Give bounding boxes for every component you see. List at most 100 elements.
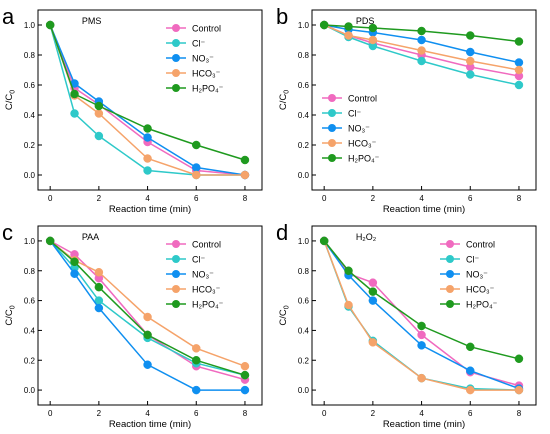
x-tick-label: 2 xyxy=(371,194,376,203)
legend-label: H₂PO₄⁻ xyxy=(348,154,380,164)
y-tick-label: 0.6 xyxy=(298,81,310,90)
series-line xyxy=(323,240,520,360)
data-point xyxy=(143,330,152,340)
data-point xyxy=(344,31,353,40)
panel-title: H₂O₂ xyxy=(356,232,377,242)
panel-b: 0 2 4 6 8 0.0 0.2 0.4 0.6 0.8 1.0 Reaction time (mi… xyxy=(276,4,537,215)
y-tick-label: 0.8 xyxy=(24,51,36,60)
legend-label: NO₃⁻ xyxy=(348,124,370,134)
legend-swatch-marker xyxy=(172,39,180,47)
data-point xyxy=(240,170,250,180)
panel-a: 0 2 4 6 8 0.0 0.2 0.4 0.6 0.8 1.0 Reaction time (mi… xyxy=(2,4,263,215)
x-tick-label: 6 xyxy=(468,409,473,418)
data-point xyxy=(192,170,201,180)
legend-item: H₂PO₄⁻ xyxy=(322,154,380,164)
data-point xyxy=(417,330,426,340)
data-point xyxy=(192,163,201,172)
legend-item: Control xyxy=(166,24,221,34)
data-point xyxy=(466,385,475,395)
data-point xyxy=(192,344,201,353)
y-tick-label: 0.4 xyxy=(24,111,36,120)
legend-label: Cl⁻ xyxy=(348,109,361,119)
y-tick-label: 0.4 xyxy=(298,111,310,120)
x-tick-label: 0 xyxy=(48,409,53,418)
data-point xyxy=(240,155,250,165)
y-tick-label: 0.8 xyxy=(24,267,36,276)
legend-item: H₂PO₄⁻ xyxy=(166,300,224,310)
legend-item: HCO₃⁻ xyxy=(322,139,377,149)
x-tick-label: 2 xyxy=(371,409,376,418)
data-point xyxy=(143,133,152,142)
y-tick-label: 0.2 xyxy=(298,141,310,150)
data-point xyxy=(94,131,104,141)
legend-label: H₂PO₄⁻ xyxy=(192,300,224,310)
legend-item: Cl⁻ xyxy=(166,255,205,265)
legend-label: Control xyxy=(348,94,377,104)
legend-swatch-marker xyxy=(446,285,454,293)
legend-label: H₂PO₄⁻ xyxy=(466,300,498,310)
x-tick-label: 0 xyxy=(322,194,327,203)
legend-swatch-marker xyxy=(328,94,336,102)
y-tick-label: 1.0 xyxy=(298,21,310,30)
series-line xyxy=(49,240,246,376)
data-point xyxy=(466,70,475,79)
x-tick-label: 2 xyxy=(97,194,102,203)
legend-label: HCO₃⁻ xyxy=(348,139,377,149)
y-tick-label: 0.4 xyxy=(24,326,36,335)
x-axis-label: Reaction time (min) xyxy=(109,419,191,430)
legend-label: Control xyxy=(466,240,495,250)
x-tick-label: 8 xyxy=(517,194,522,203)
legend-swatch-marker xyxy=(172,54,180,62)
y-tick-label: 0.6 xyxy=(24,297,36,306)
legend-label: HCO₃⁻ xyxy=(192,69,221,79)
y-axis-label: C/C0 xyxy=(4,90,17,110)
legend-swatch-marker xyxy=(172,240,180,248)
data-point xyxy=(143,124,152,133)
legend: Control Cl⁻ NO₃⁻ HCO₃⁻ H₂PO₄⁻ xyxy=(322,94,380,164)
data-point xyxy=(70,89,79,99)
series-line xyxy=(49,240,246,381)
panel-letter: d xyxy=(276,220,288,245)
panel-letter: b xyxy=(276,4,288,29)
data-point xyxy=(143,360,152,369)
legend-item: Control xyxy=(166,240,221,250)
legend-item: NO₃⁻ xyxy=(166,270,214,280)
data-point xyxy=(417,46,426,55)
data-point xyxy=(192,385,201,395)
panel-title: PAA xyxy=(82,232,99,242)
y-tick-label: 0.2 xyxy=(24,141,36,150)
legend-swatch-marker xyxy=(328,109,336,117)
data-point xyxy=(466,366,475,375)
y-tick-label: 0.8 xyxy=(298,267,310,276)
data-point xyxy=(514,385,524,395)
legend-item: Control xyxy=(440,240,495,250)
data-point xyxy=(319,236,329,246)
legend-item: Control xyxy=(322,94,377,104)
data-point xyxy=(417,56,426,66)
plot-frame xyxy=(311,225,537,406)
legend-item: H₂PO₄⁻ xyxy=(440,300,498,310)
series-line xyxy=(49,24,245,176)
data-point xyxy=(192,140,201,150)
y-tick-label: 0.6 xyxy=(298,297,310,306)
panel-c: 0 2 4 6 8 0.0 0.2 0.4 0.6 0.8 1.0 Reaction time (mi… xyxy=(2,220,263,430)
series-line xyxy=(49,24,246,176)
legend-item: NO₃⁻ xyxy=(440,270,488,280)
data-point xyxy=(368,296,378,305)
legend-swatch-marker xyxy=(446,270,454,278)
data-point xyxy=(94,303,104,313)
legend-swatch-marker xyxy=(446,255,454,263)
series-line xyxy=(323,240,519,391)
legend-swatch-marker xyxy=(446,300,454,308)
data-point xyxy=(344,266,353,275)
legend-swatch-marker xyxy=(172,69,180,77)
data-point xyxy=(240,385,250,395)
legend-label: Cl⁻ xyxy=(466,255,479,265)
x-axis-label: Reaction time (min) xyxy=(383,204,465,215)
legend: Control Cl⁻ NO₃⁻ HCO₃⁻ H₂PO₄⁻ xyxy=(166,24,224,94)
y-tick-label: 0.8 xyxy=(298,51,310,60)
y-tick-label: 0.0 xyxy=(24,171,36,180)
legend-swatch-marker xyxy=(172,285,180,293)
data-point xyxy=(417,26,426,36)
legend-swatch-marker xyxy=(446,240,454,248)
